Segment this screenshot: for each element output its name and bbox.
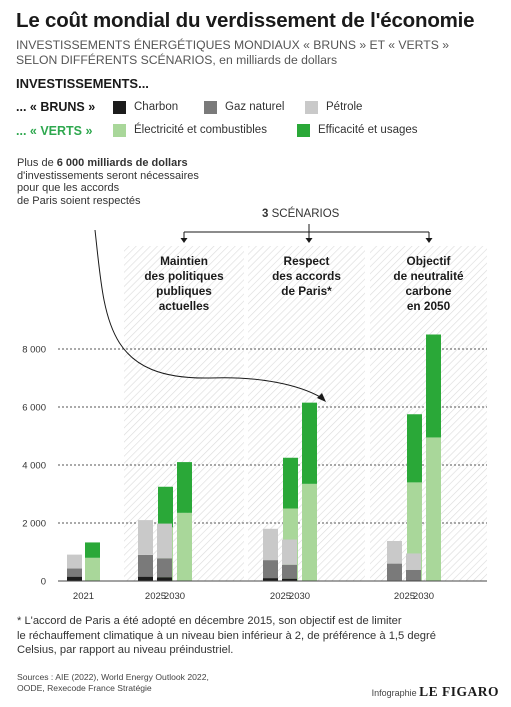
- sources: Sources : AIE (2022), World Energy Outlo…: [17, 672, 209, 693]
- bar-segment-pétrole: [406, 553, 421, 570]
- bar-segment-efficacite: [85, 542, 100, 558]
- x-tick-label: 2021: [73, 591, 94, 602]
- legend-swatch-electricite: [113, 124, 126, 137]
- legend-swatch-petrole: [305, 101, 318, 114]
- x-tick-label: 2030: [413, 591, 434, 602]
- bar-segment-pétrole: [67, 554, 82, 569]
- y-tick-label: 0: [41, 577, 46, 588]
- bar-segment-pétrole: [387, 540, 402, 564]
- annotation-arrowhead: [317, 393, 326, 402]
- bar-segment-efficacite: [407, 414, 422, 483]
- legend-swatch-charbon: [113, 101, 126, 114]
- bar-segment-electricite: [177, 512, 192, 581]
- legend-heading: INVESTISSEMENTS...: [16, 76, 149, 91]
- panel-title-neutralite: Objectif de neutralité carbone en 2050: [393, 254, 464, 313]
- bar-segment-efficacite: [302, 402, 317, 484]
- brand: Infographie LE FIGARO: [371, 684, 499, 699]
- bar-segment-gaz-naturel: [282, 564, 297, 579]
- bar-segment-efficacite: [426, 334, 441, 438]
- bar-segment-pétrole: [282, 539, 297, 565]
- legend-swatch-efficacite: [297, 124, 310, 137]
- legend-bruns-label: ... « BRUNS »: [16, 100, 96, 114]
- subtitle-caps: SELON DIFFÉRENTS SCÉNARIOS,: [16, 53, 216, 67]
- x-tick-label: 2030: [289, 591, 310, 602]
- y-tick-label: 8 000: [22, 345, 46, 356]
- y-tick-label: 6 000: [22, 403, 46, 414]
- bar-segment-electricite: [85, 557, 100, 581]
- scenario-panels: [124, 246, 487, 581]
- legend-item-gaz: Gaz naturel: [225, 101, 285, 113]
- bar-segment-gaz-naturel: [138, 554, 153, 577]
- bar-segment-pétrole: [263, 528, 278, 561]
- note-line-2: d'investissements seront nécessaires: [17, 169, 199, 182]
- x-tick-label: 2025: [145, 591, 166, 602]
- scenarios-header: 3 SCÉNARIOS: [262, 208, 340, 220]
- bar-segment-electricite: [302, 483, 317, 581]
- legend-item-charbon: Charbon: [134, 101, 179, 113]
- legend-verts-label: ... « VERTS »: [16, 124, 93, 138]
- bar-segment-gaz-naturel: [406, 569, 421, 581]
- subtitle-line-1: INVESTISSEMENTS ÉNERGÉTIQUES MONDIAUX « …: [16, 38, 449, 52]
- note-line-4: de Paris soient respectés: [17, 194, 141, 207]
- panel-title-maintien: Maintien des politiques publiques actuel…: [144, 254, 224, 313]
- footnote: * L'accord de Paris a été adopté en déce…: [17, 615, 436, 656]
- x-tick-label: 2025: [394, 591, 415, 602]
- note-bold: 6 000 milliards de dollars: [56, 157, 188, 169]
- x-tick-label: 2030: [164, 591, 185, 602]
- page-subtitle: INVESTISSEMENTS ÉNERGÉTIQUES MONDIAUX « …: [16, 38, 506, 68]
- bar-segment-gaz-naturel: [157, 558, 172, 578]
- scenario-bracket: [180, 224, 433, 243]
- bracket-arrowhead-2: [305, 238, 313, 243]
- bar-segment-charbon: [138, 576, 153, 581]
- subtitle-unit: en milliards de dollars: [215, 53, 338, 67]
- note-line-3: pour que les accords: [17, 182, 120, 194]
- le-figaro-logo: LE FIGARO: [419, 684, 499, 699]
- bar-segment-charbon: [157, 577, 172, 581]
- legend-item-efficacite: Efficacité et usages: [318, 124, 418, 136]
- bar-segment-efficacite: [158, 486, 173, 528]
- bracket-arrowhead-1: [180, 238, 188, 243]
- bar-segment-pétrole: [157, 523, 172, 559]
- legend-item-petrole: Pétrole: [326, 101, 363, 113]
- bar-segment-pétrole: [138, 520, 153, 555]
- note-line-1: Plus de 6 000 milliards de dollars: [17, 157, 188, 169]
- y-tick-label: 2 000: [22, 519, 46, 530]
- bar-segment-gaz-naturel: [387, 563, 402, 581]
- y-tick-label: 4 000: [22, 461, 46, 472]
- legend-item-electricite: Électricité et combustibles: [134, 124, 267, 136]
- panel-title-paris: Respect des accords de Paris*: [272, 254, 341, 298]
- subtitle-line-2: SELON DIFFÉRENTS SCÉNARIOS, en milliards…: [16, 53, 506, 68]
- bar-segment-efficacite: [177, 462, 192, 513]
- bars: [67, 334, 441, 581]
- bar-segment-charbon: [282, 578, 297, 581]
- bracket-arrowhead-3: [425, 238, 433, 243]
- bar-segment-gaz-naturel: [67, 568, 82, 577]
- bar-segment-charbon: [67, 576, 82, 581]
- page-title: Le coût mondial du verdissement de l'éco…: [16, 9, 475, 32]
- bar-segment-gaz-naturel: [263, 560, 278, 579]
- x-tick-label: 2025: [270, 591, 291, 602]
- bar-segment-efficacite: [283, 457, 298, 509]
- bar-segment-electricite: [426, 437, 441, 581]
- annotation-note: Plus de 6 000 milliards de dollars d'inv…: [17, 157, 237, 207]
- legend-swatch-gaz: [204, 101, 217, 114]
- bar-segment-charbon: [263, 578, 278, 581]
- annotation-arrow: [94, 229, 323, 399]
